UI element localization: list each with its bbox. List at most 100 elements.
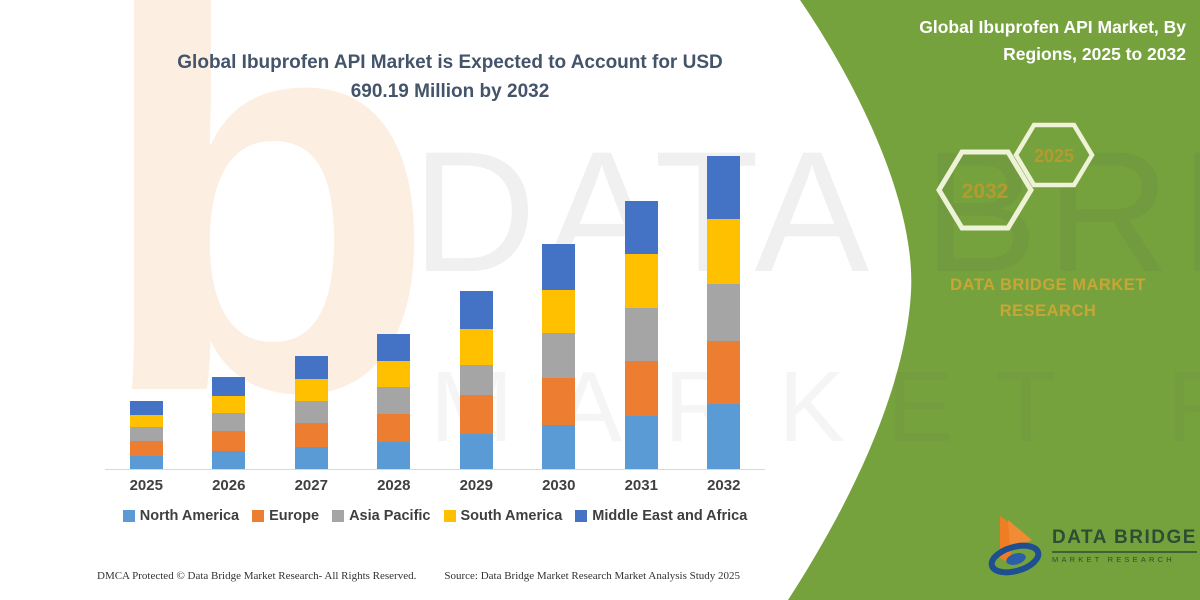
x-axis-label: 2025 xyxy=(129,477,163,494)
stacked-bar-2029 xyxy=(459,291,493,469)
data-bridge-logo-icon xyxy=(988,516,1042,576)
bar-segment xyxy=(542,377,576,425)
bar-column xyxy=(353,333,436,469)
hexagon-2032 xyxy=(936,149,1034,231)
logo-subtitle: MARKET RESEARCH xyxy=(1052,554,1175,564)
bar-segment xyxy=(377,361,411,388)
hexagon-2032-label: 2032 xyxy=(962,180,1009,203)
hexagon-2025 xyxy=(1013,122,1095,188)
bar-segment xyxy=(129,414,163,427)
x-axis-label: 2030 xyxy=(542,477,576,494)
bar-segment xyxy=(459,365,493,396)
bar-segment xyxy=(707,156,741,220)
bar-segment xyxy=(212,431,246,451)
legend-label: North America xyxy=(139,508,240,524)
bar-segment xyxy=(377,333,411,362)
bar-segment xyxy=(212,450,246,469)
bar-segment xyxy=(624,200,658,255)
footer: DMCA Protected © Data Bridge Market Rese… xyxy=(97,570,777,582)
bar-segment xyxy=(212,412,246,432)
bar-segment xyxy=(624,307,658,362)
bar-segment xyxy=(459,291,493,330)
bar-segment xyxy=(212,395,246,413)
bar-column xyxy=(683,156,766,469)
stacked-bar-2025 xyxy=(129,400,163,469)
bar-column xyxy=(518,244,601,469)
bar-segment xyxy=(707,284,741,342)
bar-segment xyxy=(707,341,741,405)
x-axis-labels: 2025 2026 2027 2028 2029 2030 2031 2032 xyxy=(105,477,765,494)
bar-segment xyxy=(624,415,658,469)
chart-legend: North America Europe Asia Pacific South Ame… xyxy=(95,508,775,524)
bar-segment xyxy=(294,378,328,401)
x-axis-label: 2028 xyxy=(377,477,411,494)
bar-segment xyxy=(459,395,493,435)
legend-label: Europe xyxy=(269,508,320,524)
bar-segment xyxy=(542,333,576,378)
bar-segment xyxy=(129,455,163,469)
bar-segment xyxy=(294,446,328,469)
bar-segment xyxy=(707,219,741,285)
logo-title: DATA BRIDGE xyxy=(1052,526,1197,548)
stacked-bar-2026 xyxy=(212,377,246,469)
bar-segment xyxy=(624,361,658,416)
stacked-bar-2032 xyxy=(707,156,741,469)
bar-segment xyxy=(707,404,741,469)
legend-item: Middle East and Africa xyxy=(575,508,747,524)
source-note: Source: Data Bridge Market Research Mark… xyxy=(444,570,741,582)
legend-label: South America xyxy=(460,508,563,524)
bar-segment xyxy=(542,424,576,469)
bar-segment xyxy=(129,426,163,441)
legend-swatch xyxy=(252,510,265,522)
bar-segment xyxy=(212,377,246,396)
stacked-bar-2030 xyxy=(542,244,576,469)
x-axis-label: 2026 xyxy=(212,477,246,494)
chart-plot-area xyxy=(105,150,765,470)
bar-segment xyxy=(294,356,328,379)
legend-label: Asia Pacific xyxy=(349,508,431,524)
hexagon-year-badges: 2032 2025 xyxy=(936,122,1095,231)
legend-swatch xyxy=(575,510,588,522)
chart-title: Global Ibuprofen API Market is Expected … xyxy=(177,52,723,103)
bar-column xyxy=(600,200,683,469)
stacked-bar-2027 xyxy=(294,356,328,469)
x-axis-label: 2032 xyxy=(707,477,741,494)
green-panel-shape xyxy=(788,0,1200,600)
bar-segment xyxy=(377,387,411,415)
bar-column xyxy=(270,356,353,469)
stacked-bar-2028 xyxy=(377,333,411,469)
brand-name-text: DATA BRIDGE MARKET RESEARCH xyxy=(950,276,1146,321)
legend-item: South America xyxy=(443,508,563,524)
bar-segment xyxy=(129,440,163,456)
data-bridge-logo: DATA BRIDGE MARKET RESEARCH xyxy=(986,514,1197,576)
bar-column xyxy=(435,291,518,469)
bar-segment xyxy=(377,442,411,469)
legend-item: Asia Pacific xyxy=(332,508,431,524)
panel-title: Global Ibuprofen API Market, By Regions,… xyxy=(919,17,1186,65)
legend-swatch xyxy=(443,510,456,522)
stacked-bar-2031 xyxy=(624,200,658,469)
hexagon-2025-label: 2025 xyxy=(1034,146,1074,166)
stacked-bar-chart: 2025 2026 2027 2028 2029 2030 2031 2032 xyxy=(105,150,765,494)
bar-segment xyxy=(542,289,576,334)
bar-segment xyxy=(294,400,328,424)
legend-item: Europe xyxy=(252,508,319,524)
bar-segment xyxy=(377,414,411,443)
dmca-notice: DMCA Protected © Data Bridge Market Rese… xyxy=(97,570,417,582)
bar-segment xyxy=(459,329,493,366)
bar-segment xyxy=(624,254,658,308)
bar-segment xyxy=(459,434,493,469)
x-axis-label: 2027 xyxy=(294,477,328,494)
bar-segment xyxy=(542,244,576,290)
legend-item: North America xyxy=(122,508,240,524)
legend-label: Middle East and Africa xyxy=(592,508,748,524)
bar-column xyxy=(188,377,271,469)
bar-segment xyxy=(129,400,163,415)
x-axis-label: 2029 xyxy=(459,477,493,494)
bar-column xyxy=(105,400,188,469)
x-axis-label: 2031 xyxy=(624,477,658,494)
legend-swatch xyxy=(332,510,345,522)
bar-segment xyxy=(294,423,328,447)
